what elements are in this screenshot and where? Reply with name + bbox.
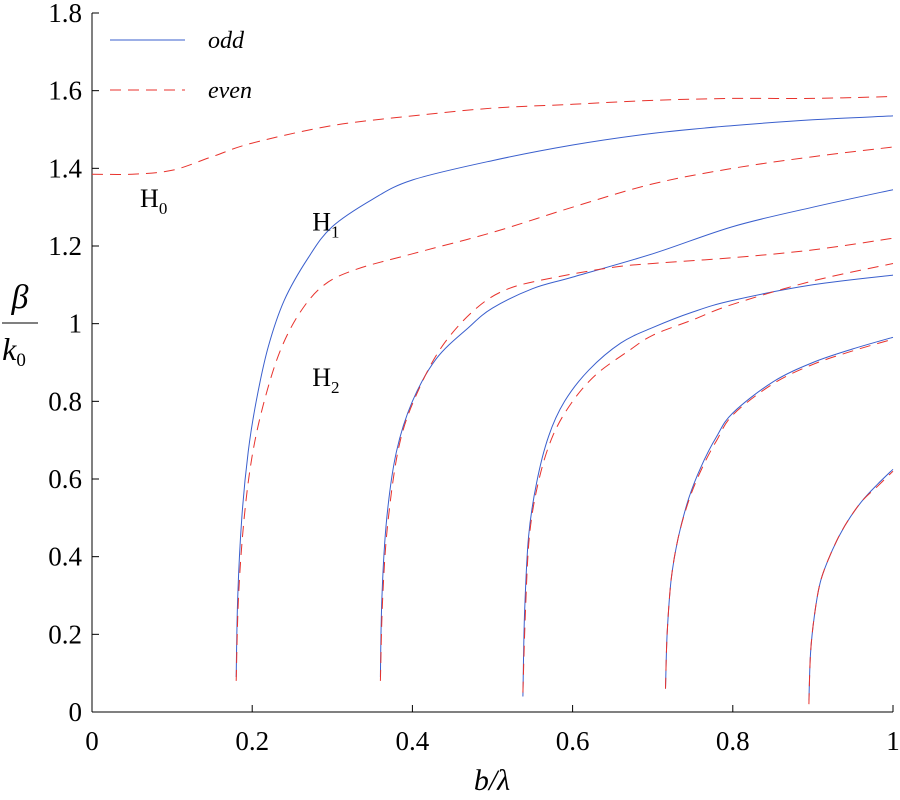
- odd-mode-curve: [379, 189, 894, 678]
- y-tick-label: 1.8: [48, 0, 82, 28]
- even-mode-curve: [235, 146, 894, 681]
- x-tick-label: 0.4: [396, 726, 430, 756]
- mode-label-h1: H1: [312, 207, 339, 241]
- odd-mode-curve: [235, 115, 894, 678]
- y-ticks: 0 0.2 0.4 0.6 0.8 1 1.2 1.4 1.6 1.8: [48, 0, 99, 727]
- x-tick-label: 0.8: [716, 726, 750, 756]
- x-tick-label: 0.6: [556, 726, 590, 756]
- y-tick-label: 1.2: [48, 231, 82, 261]
- y-label-denominator: k0: [2, 331, 26, 371]
- x-axis-label: b/λ: [474, 764, 510, 797]
- y-tick-label: 0.8: [48, 386, 82, 416]
- y-label-numerator: β: [11, 279, 29, 316]
- x-tick-label: 1: [886, 726, 900, 756]
- even-mode-curve: [379, 237, 894, 681]
- mode-label-h2: H2: [312, 363, 339, 397]
- y-tick-label: 0.2: [48, 619, 82, 649]
- y-tick-label: 0.6: [48, 464, 82, 494]
- y-tick-label: 1.4: [48, 153, 82, 183]
- y-tick-label: 1: [69, 309, 83, 339]
- y-axis-label: β k0: [2, 279, 38, 371]
- odd-mode-curve: [522, 274, 894, 697]
- x-ticks: 0 0.2 0.4 0.6 0.8 1: [85, 705, 900, 756]
- legend-odd-label: odd: [208, 28, 245, 54]
- mode-annotations: H0 H1 H2: [140, 184, 339, 397]
- y-tick-label: 1.6: [48, 76, 82, 106]
- axes: [91, 13, 893, 713]
- x-tick-label: 0: [85, 726, 99, 756]
- y-tick-label: 0.4: [48, 542, 82, 572]
- legend: odd even: [110, 28, 252, 104]
- odd-mode-curve: [808, 468, 894, 701]
- odd-mode-curve: [665, 336, 894, 689]
- dispersion-curves: [91, 96, 894, 705]
- y-tick-label: 0: [69, 697, 83, 727]
- even-mode-curve: [91, 96, 894, 175]
- x-tick-label: 0.2: [235, 726, 269, 756]
- even-mode-curve: [808, 470, 894, 705]
- mode-label-h0: H0: [140, 184, 167, 218]
- legend-even-label: even: [208, 78, 252, 104]
- even-mode-curve: [522, 263, 894, 693]
- even-mode-curve: [665, 338, 894, 689]
